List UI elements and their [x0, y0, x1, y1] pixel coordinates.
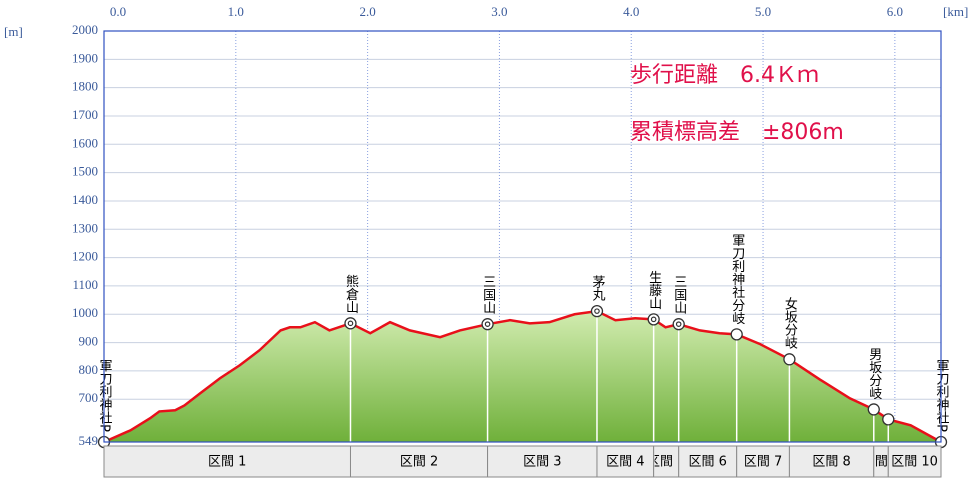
- waypoint-marker: [590, 304, 604, 318]
- waypoint-marker-inner: [484, 321, 491, 327]
- section-label: 区間 10: [891, 455, 938, 470]
- section-label: 区間 7: [744, 455, 782, 470]
- y-tick-label: 1800: [72, 79, 98, 94]
- section-label: 区間 8: [812, 455, 850, 470]
- annotation: 歩行距離 6.4Ｋｍ: [630, 63, 819, 88]
- x-tick-label: 5.0: [755, 4, 771, 19]
- x-tick-label: 0.0: [110, 4, 126, 19]
- annotation: 累積標高差 ±806m: [630, 120, 844, 145]
- waypoint-marker: [672, 318, 685, 331]
- section-label: 区間 3: [523, 455, 561, 470]
- profile-area: [104, 311, 941, 442]
- section-label: 区間 5: [647, 455, 685, 470]
- waypoint-marker-inner: [347, 320, 354, 327]
- waypoint-label: 男坂分岐: [866, 347, 882, 399]
- y-tick-label: 1600: [72, 135, 98, 150]
- y-tick-label: 1400: [72, 192, 98, 207]
- waypoint-marker: [783, 353, 796, 366]
- section-label: 区間 2: [400, 455, 438, 470]
- x-tick-label: 6.0: [887, 4, 903, 19]
- x-tick-label: 2.0: [359, 4, 375, 19]
- waypoint-marker-inner: [594, 308, 600, 314]
- y-tick-label: 2000: [72, 22, 98, 37]
- waypoint-label: 熊倉山: [343, 274, 359, 314]
- waypoint-marker: [867, 403, 880, 416]
- waypoint-marker: [481, 318, 494, 331]
- y-tick-label: 800: [79, 362, 99, 377]
- plot-border: [103, 30, 942, 443]
- y-tick-label: 1000: [72, 305, 98, 320]
- y-tick-label: 1500: [72, 164, 98, 179]
- y-tick-label: 700: [79, 390, 99, 405]
- y-tick-label: 900: [79, 334, 99, 349]
- waypoint-marker: [882, 413, 895, 426]
- x-unit: [km]: [943, 4, 968, 19]
- waypoint-label: 茅丸: [589, 275, 605, 302]
- waypoint-label: 女坂分岐: [782, 297, 798, 350]
- waypoint-marker: [344, 317, 357, 330]
- y-unit: [m]: [4, 24, 23, 39]
- section-label: 区間 4: [606, 455, 644, 470]
- y-tick-label: 1300: [72, 220, 98, 235]
- y-tick-label: 1700: [72, 107, 98, 122]
- section-cell: [487, 445, 598, 478]
- waypoint-marker: [647, 313, 660, 326]
- waypoint-marker: [730, 328, 743, 341]
- waypoint-marker-inner: [650, 316, 657, 323]
- waypoint-label: 軍刀利神社分岐: [729, 233, 745, 324]
- waypoint-label: 生藤山: [646, 270, 662, 309]
- waypoint-label: 三国山: [671, 275, 687, 314]
- y-tick-label: 549: [79, 433, 99, 448]
- section-label: 区間 9: [862, 455, 900, 470]
- waypoint-marker-inner: [675, 321, 682, 327]
- x-tick-label: 4.0: [623, 4, 639, 19]
- section-label: 区間 1: [208, 455, 246, 470]
- section-label: 区間 6: [688, 455, 726, 470]
- section-cell: [887, 445, 942, 478]
- waypoint-label: 三国山: [480, 275, 496, 314]
- x-tick-label: 3.0: [491, 4, 507, 19]
- y-tick-label: 1900: [72, 50, 98, 65]
- section-cell: [788, 445, 875, 478]
- x-tick-label: 1.0: [228, 4, 244, 19]
- y-tick-label: 1200: [72, 249, 98, 264]
- section-cell: [103, 445, 351, 478]
- y-tick-label: 1100: [72, 277, 98, 292]
